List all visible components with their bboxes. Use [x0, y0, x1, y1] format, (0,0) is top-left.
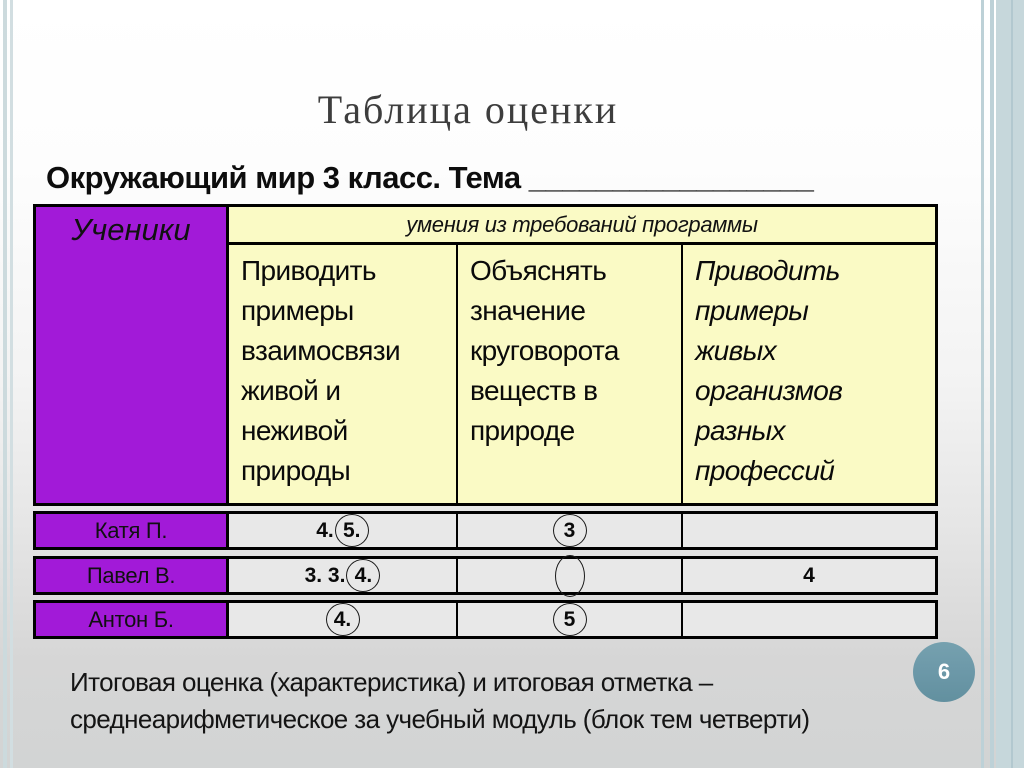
grade-circle: 4. — [325, 603, 360, 636]
column-header-line: Приводить — [241, 255, 376, 286]
column-header-line: веществ в — [470, 375, 598, 406]
skills-header-area: умения из требований программы Приводить… — [229, 207, 935, 503]
grade-circle: 3 — [552, 514, 587, 547]
column-header-line: организмов — [695, 375, 843, 406]
grade-cell: 4. 5. — [229, 514, 458, 547]
column-header-1: Приводить примеры взаимосвязи живой и не… — [229, 245, 458, 503]
grade-cell-empty — [683, 603, 935, 636]
column-header-line: значение — [470, 295, 586, 326]
grade-text: 4 — [803, 563, 815, 587]
skill-column-headers: Приводить примеры взаимосвязи живой и не… — [229, 245, 935, 503]
grade-circle: 5 — [552, 603, 587, 636]
grade-cell: 3. 3. 4. — [229, 559, 458, 592]
column-header-line: примеры — [241, 295, 354, 326]
footer-note: Итоговая оценка (характеристика) и итого… — [70, 664, 920, 738]
column-header-line: Объяснять — [470, 255, 607, 286]
column-header-line: примеры — [695, 295, 809, 326]
slide-title: Таблица оценки — [317, 87, 619, 132]
slide-subtitle: Окружающий мир 3 класс. Тема ___________… — [46, 160, 814, 195]
grade-text: 4. — [316, 518, 334, 542]
column-header-line: Приводить — [695, 255, 840, 286]
grades-table-header: Ученики умения из требований программы П… — [33, 204, 938, 506]
table-row-pavel: Павел В. 3. 3. 4. 4 — [33, 554, 938, 597]
grade-cell: 5 — [458, 603, 683, 636]
left-edge-stripe-inner — [10, 0, 13, 768]
right-edge-stripe-mid — [990, 0, 994, 768]
students-header-cell: Ученики — [36, 207, 229, 503]
grade-cell-empty — [683, 514, 935, 547]
column-header-line: природы — [241, 455, 351, 486]
table-row-katya: Катя П. 4. 5. 3 — [33, 511, 938, 550]
table-row-anton: Антон Б. 4. 5 — [33, 600, 938, 639]
grade-cell: 4 — [683, 559, 935, 592]
footer-note-line-1: Итоговая оценка (характеристика) и итого… — [70, 667, 713, 697]
grade-cell: 3 — [458, 514, 683, 547]
grade-circle: 4. — [346, 559, 381, 592]
column-header-line: взаимосвязи — [241, 335, 401, 366]
right-edge-band-line — [1011, 0, 1013, 768]
column-header-line: природе — [470, 415, 575, 446]
right-edge-stripe-inner — [981, 0, 984, 768]
skills-header-cell: умения из требований программы — [229, 207, 935, 245]
grade-circle: 5. — [334, 514, 369, 547]
grade-cell: 4. — [229, 603, 458, 636]
right-edge-band — [996, 0, 1024, 768]
column-header-line: круговорота — [470, 335, 619, 366]
grade-text: 3. 3. — [304, 563, 346, 587]
column-header-line: разных — [695, 415, 786, 446]
column-header-2: Объяснять значение круговорота веществ в… — [458, 245, 683, 503]
column-header-3: Приводить примеры живых организмов разны… — [683, 245, 935, 503]
empty-grade-circle — [554, 554, 585, 597]
student-name-cell: Катя П. — [36, 514, 229, 547]
column-header-line: живых — [695, 335, 777, 366]
left-edge-stripe-outer — [3, 0, 7, 768]
student-name-cell: Антон Б. — [36, 603, 229, 636]
grade-cell — [458, 554, 683, 597]
column-header-line: живой и — [241, 375, 341, 406]
footer-note-line-2: среднеарифметическое за учебный модуль (… — [70, 704, 810, 734]
student-name-cell: Павел В. — [36, 559, 229, 592]
slide-number-badge: 6 — [913, 642, 975, 702]
column-header-line: профессий — [695, 455, 835, 486]
column-header-line: неживой — [241, 415, 348, 446]
